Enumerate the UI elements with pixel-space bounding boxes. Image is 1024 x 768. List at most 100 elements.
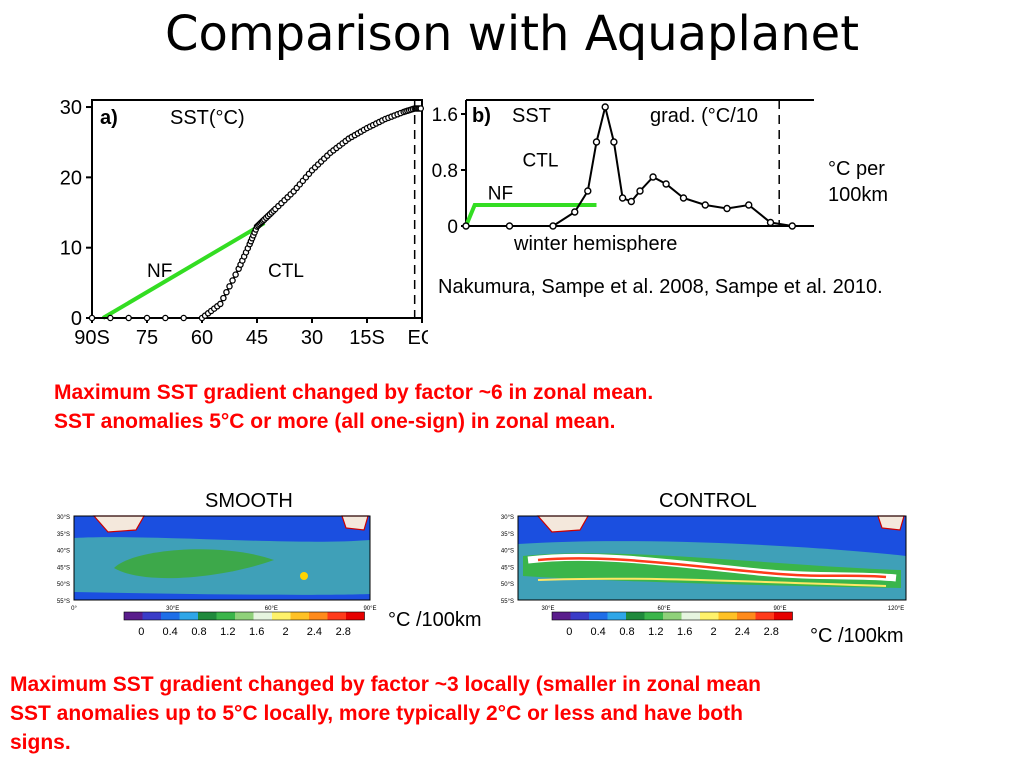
colorbar-swatch xyxy=(700,612,719,620)
citation: Nakumura, Sampe et al. 2008, Sampe et al… xyxy=(438,276,883,298)
colorbar-swatch xyxy=(718,612,737,620)
ctl-marker xyxy=(220,294,227,302)
lat-tick-label: 45°S xyxy=(501,565,514,571)
ctl-marker xyxy=(505,222,514,230)
series-label-ctl: CTL xyxy=(268,261,304,282)
colorbar-swatch xyxy=(142,612,161,620)
series-label-nf: NF xyxy=(147,261,172,282)
figure-a-svg: 0 10 20 30 90S 75 60 45 30 15S EQ a) SST(°C) NF CTL xyxy=(60,97,428,349)
ctl-marker xyxy=(610,138,618,146)
finding-local-line-1: Maximum SST gradient changed by factor ~… xyxy=(10,673,761,696)
x-tick-label: EQ xyxy=(408,327,428,349)
lon-tick-label: 30°E xyxy=(166,606,179,612)
lon-tick-label: 60°E xyxy=(657,606,670,612)
ctl-marker xyxy=(180,314,187,322)
ctl-marker xyxy=(788,222,796,230)
series-nf-line xyxy=(101,221,266,320)
colorbar-swatch xyxy=(272,612,291,620)
ctl-marker xyxy=(766,218,775,227)
figure-b-sst-gradient: 0 0.8 1.6 b) SST grad. (°C/10 winter hemispher… xyxy=(430,92,816,252)
lon-tick-label: 90°E xyxy=(773,606,786,612)
ctl-marker xyxy=(143,314,151,322)
finding-zonal-line-1: Maximum SST gradient changed by factor ~… xyxy=(54,381,654,404)
y-tick-label: 10 xyxy=(60,238,82,260)
chart-title: SST(°C) xyxy=(170,107,245,129)
map-smooth: 30°S 35°S 40°S 45°S 50°S 55°S 0° 30°E 60°E 90°E 0 0… xyxy=(40,508,380,638)
y-tick-label: 0 xyxy=(71,308,82,330)
chart-title: SST xyxy=(512,105,551,127)
colorbar-swatch xyxy=(681,612,700,620)
ctl-marker xyxy=(549,222,557,230)
map-control-unit: °C /100km xyxy=(810,625,904,647)
front-core-red xyxy=(537,557,887,579)
colorbar-swatch xyxy=(309,612,328,620)
y-tick-label: 30 xyxy=(60,97,82,119)
lat-tick-label: 55°S xyxy=(501,599,514,605)
ctl-marker xyxy=(592,138,601,146)
finding-zonal-line-2: SST anomalies 5°C or more (all one-sign)… xyxy=(54,410,616,433)
colorbar-label: 0 xyxy=(566,626,572,638)
lat-tick-label: 40°S xyxy=(501,549,514,555)
x-axis-label: winter hemisphere xyxy=(513,233,677,252)
unit-note-line-2: 100km xyxy=(828,184,889,206)
colorbar-swatch xyxy=(663,612,682,620)
slide-title: Comparison with Aquaplanet xyxy=(164,6,860,62)
colorbar-swatch xyxy=(327,612,346,620)
colorbar-label: 2.8 xyxy=(336,626,351,638)
colorbar-swatch xyxy=(124,612,143,620)
lat-tick-label: 50°S xyxy=(501,582,514,588)
panel-label: a) xyxy=(100,107,118,129)
colorbar-frame xyxy=(123,611,365,621)
lon-tick-label: 90°E xyxy=(363,606,376,612)
colorbar-swatch xyxy=(626,612,645,620)
colorbar-label: 0 xyxy=(138,626,144,638)
finding-local-line-2: SST anomalies up to 5°C locally, more ty… xyxy=(10,702,743,725)
ctl-marker xyxy=(571,208,579,216)
series-label-ctl: CTL xyxy=(523,151,559,172)
colorbar-swatch xyxy=(216,612,235,620)
ctl-marker xyxy=(679,194,688,202)
figure-b-svg: 0 0.8 1.6 b) SST grad. (°C/10 winter hemispher… xyxy=(432,99,814,252)
map-frame xyxy=(73,515,371,601)
unit-note: °C per 100km xyxy=(828,156,888,208)
panel-label: b) xyxy=(472,105,491,127)
finding-zonal: Maximum SST gradient changed by factor ~… xyxy=(54,378,653,436)
eddy-spot xyxy=(300,572,308,580)
map-smooth-svg: 30°S 35°S 40°S 45°S 50°S 55°S0° 30°E 60°E 90°E 0 0… xyxy=(57,515,377,638)
colorbar-label: 1.6 xyxy=(249,626,264,638)
colorbar-label: 2.4 xyxy=(307,626,322,638)
colorbar-label: 1.2 xyxy=(648,626,663,638)
colorbar-label: 2.8 xyxy=(764,626,779,638)
colorbar-swatch xyxy=(253,612,272,620)
ctl-marker xyxy=(745,201,753,209)
colorbar-swatch xyxy=(198,612,217,620)
ctl-marker xyxy=(232,271,239,278)
ctl-marker xyxy=(462,222,470,230)
ctl-marker xyxy=(649,173,657,181)
colorbar-label: 1.6 xyxy=(677,626,692,638)
colorbar-swatch xyxy=(235,612,254,620)
plot-frame xyxy=(91,99,423,319)
map-title-control: CONTROL xyxy=(659,490,757,512)
lat-tick-label: 45°S xyxy=(57,565,70,571)
ctl-marker xyxy=(627,197,636,206)
colorbar-swatch xyxy=(179,612,198,620)
y-tick-label: 20 xyxy=(60,167,82,189)
colorbar-swatch xyxy=(774,612,793,620)
unit-note-line-1: °C per xyxy=(828,158,885,180)
land-mass-east xyxy=(877,515,905,531)
lat-tick-label: 30°S xyxy=(501,515,514,521)
colorbar-swatch xyxy=(290,612,309,620)
colorbar-label: 2 xyxy=(710,626,716,638)
colorbar-label: 0.8 xyxy=(191,626,206,638)
lat-tick-label: 35°S xyxy=(57,532,70,538)
colorbar-swatch xyxy=(737,612,756,620)
ctl-marker xyxy=(601,103,609,111)
colorbar-swatch xyxy=(755,612,774,620)
ctl-marker xyxy=(662,180,670,188)
ctl-marker xyxy=(226,283,233,290)
figure-a-sst-zonal: 0 10 20 30 90S 75 60 45 30 15S EQ a) SST(°C) NF CTL xyxy=(30,92,428,352)
colorbar-label: 0.8 xyxy=(619,626,634,638)
colorbar-swatch xyxy=(570,612,589,620)
map-control: 30°S 35°S 40°S 45°S 50°S 55°S 30°E 60°E 90°E 120°… xyxy=(484,508,924,638)
